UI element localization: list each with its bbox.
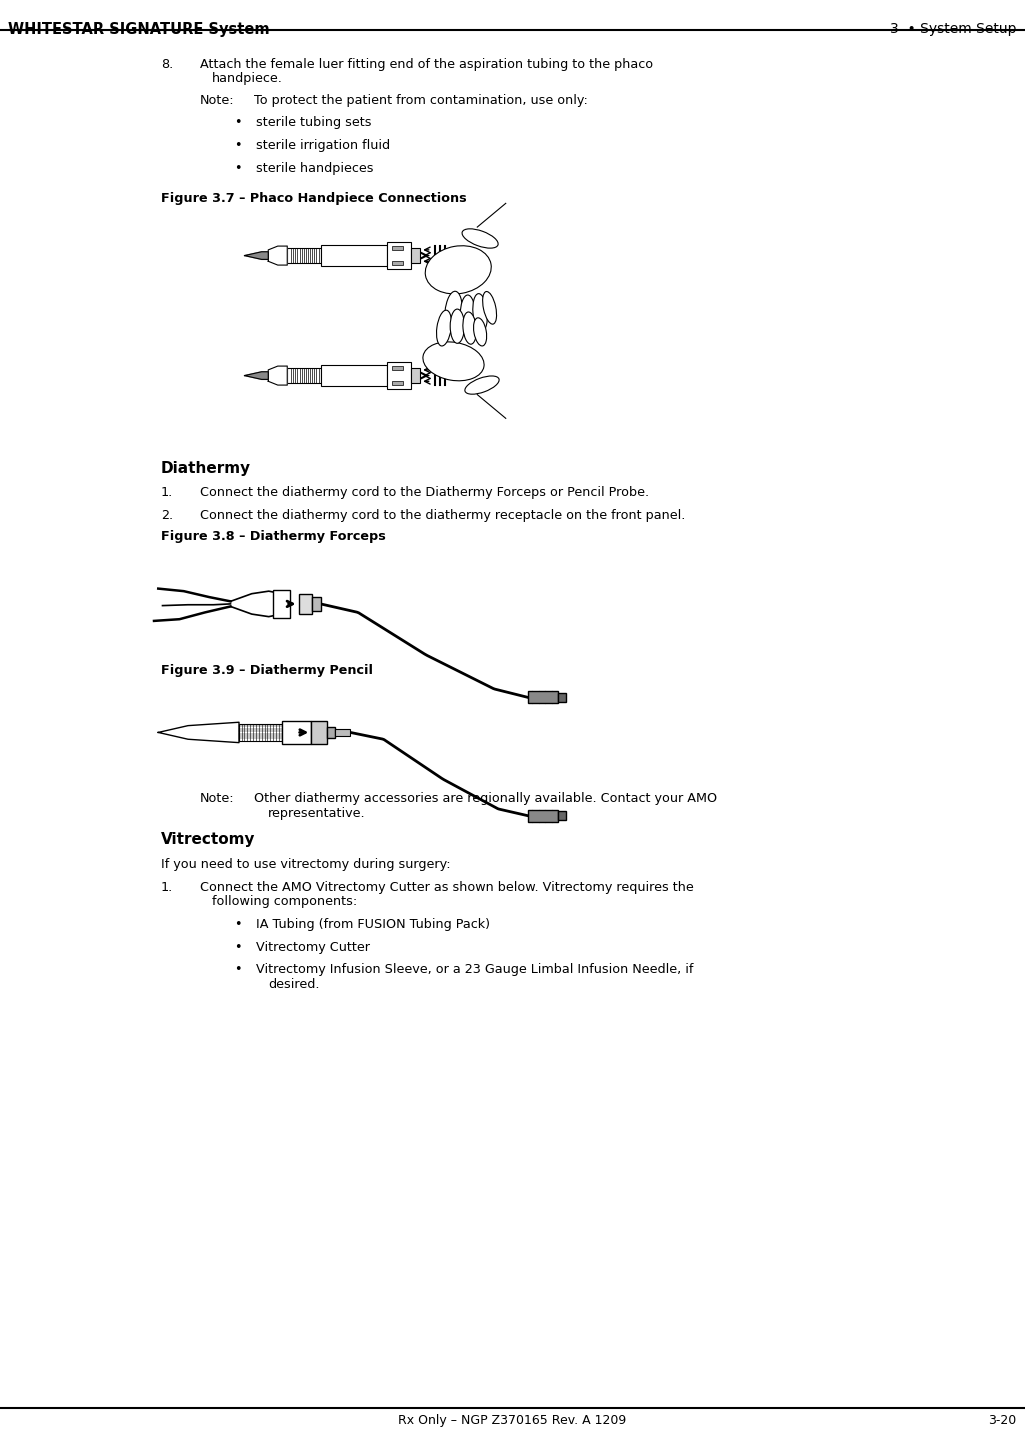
Text: following components:: following components: (212, 895, 357, 908)
Bar (321, 365, 387, 386)
Text: Attach the female luer fitting end of the aspiration tubing to the phaco: Attach the female luer fitting end of th… (200, 58, 653, 71)
Text: If you need to use vitrectomy during surgery:: If you need to use vitrectomy during sur… (161, 858, 451, 871)
Bar (392, 381, 403, 385)
Text: Note:: Note: (200, 94, 235, 107)
Ellipse shape (463, 311, 477, 345)
Text: •: • (234, 117, 241, 130)
Ellipse shape (474, 317, 487, 346)
Text: 2.: 2. (161, 509, 173, 522)
Text: 1.: 1. (161, 881, 173, 894)
Text: representative.: representative. (269, 806, 366, 819)
Bar (528, 692, 558, 704)
Bar (387, 242, 411, 268)
Text: 3  • System Setup: 3 • System Setup (891, 22, 1017, 36)
Ellipse shape (445, 291, 462, 335)
Text: •: • (234, 162, 241, 174)
Text: Diathermy: Diathermy (161, 460, 251, 476)
Ellipse shape (437, 310, 451, 346)
Bar (392, 247, 403, 249)
Text: Figure 3.7 – Phaco Handpiece Connections: Figure 3.7 – Phaco Handpiece Connections (161, 192, 466, 205)
Bar (558, 694, 566, 702)
Ellipse shape (425, 245, 491, 294)
Bar (558, 812, 566, 820)
Text: Connect the AMO Vitrectomy Cutter as shown below. Vitrectomy requires the: Connect the AMO Vitrectomy Cutter as sho… (200, 881, 694, 894)
Text: Vitrectomy Infusion Sleeve, or a 23 Gauge Limbal Infusion Needle, if: Vitrectomy Infusion Sleeve, or a 23 Gaug… (256, 963, 694, 976)
Bar (392, 366, 403, 371)
Bar (273, 590, 290, 617)
Text: IA Tubing (from FUSION Tubing Pack): IA Tubing (from FUSION Tubing Pack) (256, 919, 490, 932)
Text: Connect the diathermy cord to the Diathermy Forceps or Pencil Probe.: Connect the diathermy cord to the Diathe… (200, 486, 649, 499)
Polygon shape (269, 247, 287, 265)
Text: Connect the diathermy cord to the diathermy receptacle on the front panel.: Connect the diathermy cord to the diathe… (200, 509, 686, 522)
Text: Figure 3.9 – Diathermy Pencil: Figure 3.9 – Diathermy Pencil (161, 663, 373, 676)
Text: •: • (234, 140, 241, 153)
Bar (287, 368, 321, 384)
Bar (528, 810, 558, 822)
Text: Figure 3.8 – Diathermy Forceps: Figure 3.8 – Diathermy Forceps (161, 531, 385, 544)
Polygon shape (245, 372, 269, 379)
Ellipse shape (465, 376, 499, 394)
Ellipse shape (460, 296, 476, 336)
Ellipse shape (462, 229, 498, 248)
Polygon shape (158, 722, 239, 743)
Text: To protect the patient from contamination, use only:: To protect the patient from contaminatio… (254, 94, 588, 107)
Ellipse shape (473, 294, 488, 332)
Bar (327, 727, 335, 737)
Text: desired.: desired. (269, 978, 320, 991)
Text: Other diathermy accessories are regionally available. Contact your AMO: Other diathermy accessories are regional… (254, 793, 718, 806)
Bar (335, 730, 351, 735)
Bar (298, 594, 312, 614)
Bar (282, 721, 312, 744)
Polygon shape (269, 366, 287, 385)
Text: •: • (234, 940, 241, 953)
Bar (387, 362, 411, 389)
Bar (411, 368, 420, 384)
Bar (287, 248, 321, 264)
Bar (312, 721, 327, 744)
Text: WHITESTAR SIGNATURE System: WHITESTAR SIGNATURE System (8, 22, 270, 37)
Ellipse shape (423, 342, 484, 381)
Polygon shape (245, 252, 269, 260)
Text: •: • (234, 963, 241, 976)
Text: 8.: 8. (161, 58, 173, 71)
Text: 3-20: 3-20 (988, 1415, 1017, 1428)
Bar (392, 261, 403, 265)
Text: Rx Only – NGP Z370165 Rev. A 1209: Rx Only – NGP Z370165 Rev. A 1209 (399, 1415, 626, 1428)
Bar (411, 248, 420, 264)
Text: Vitrectomy: Vitrectomy (161, 832, 255, 848)
Text: sterile handpieces: sterile handpieces (256, 162, 374, 174)
Bar (239, 724, 282, 741)
Text: handpiece.: handpiece. (212, 72, 283, 85)
Text: Vitrectomy Cutter: Vitrectomy Cutter (256, 940, 370, 953)
Text: sterile tubing sets: sterile tubing sets (256, 117, 372, 130)
Text: •: • (234, 919, 241, 932)
Text: 1.: 1. (161, 486, 173, 499)
Text: Note:: Note: (200, 793, 235, 806)
Ellipse shape (483, 291, 496, 324)
Bar (321, 245, 387, 265)
Text: sterile irrigation fluid: sterile irrigation fluid (256, 140, 391, 153)
Ellipse shape (450, 309, 464, 343)
Bar (312, 597, 321, 611)
